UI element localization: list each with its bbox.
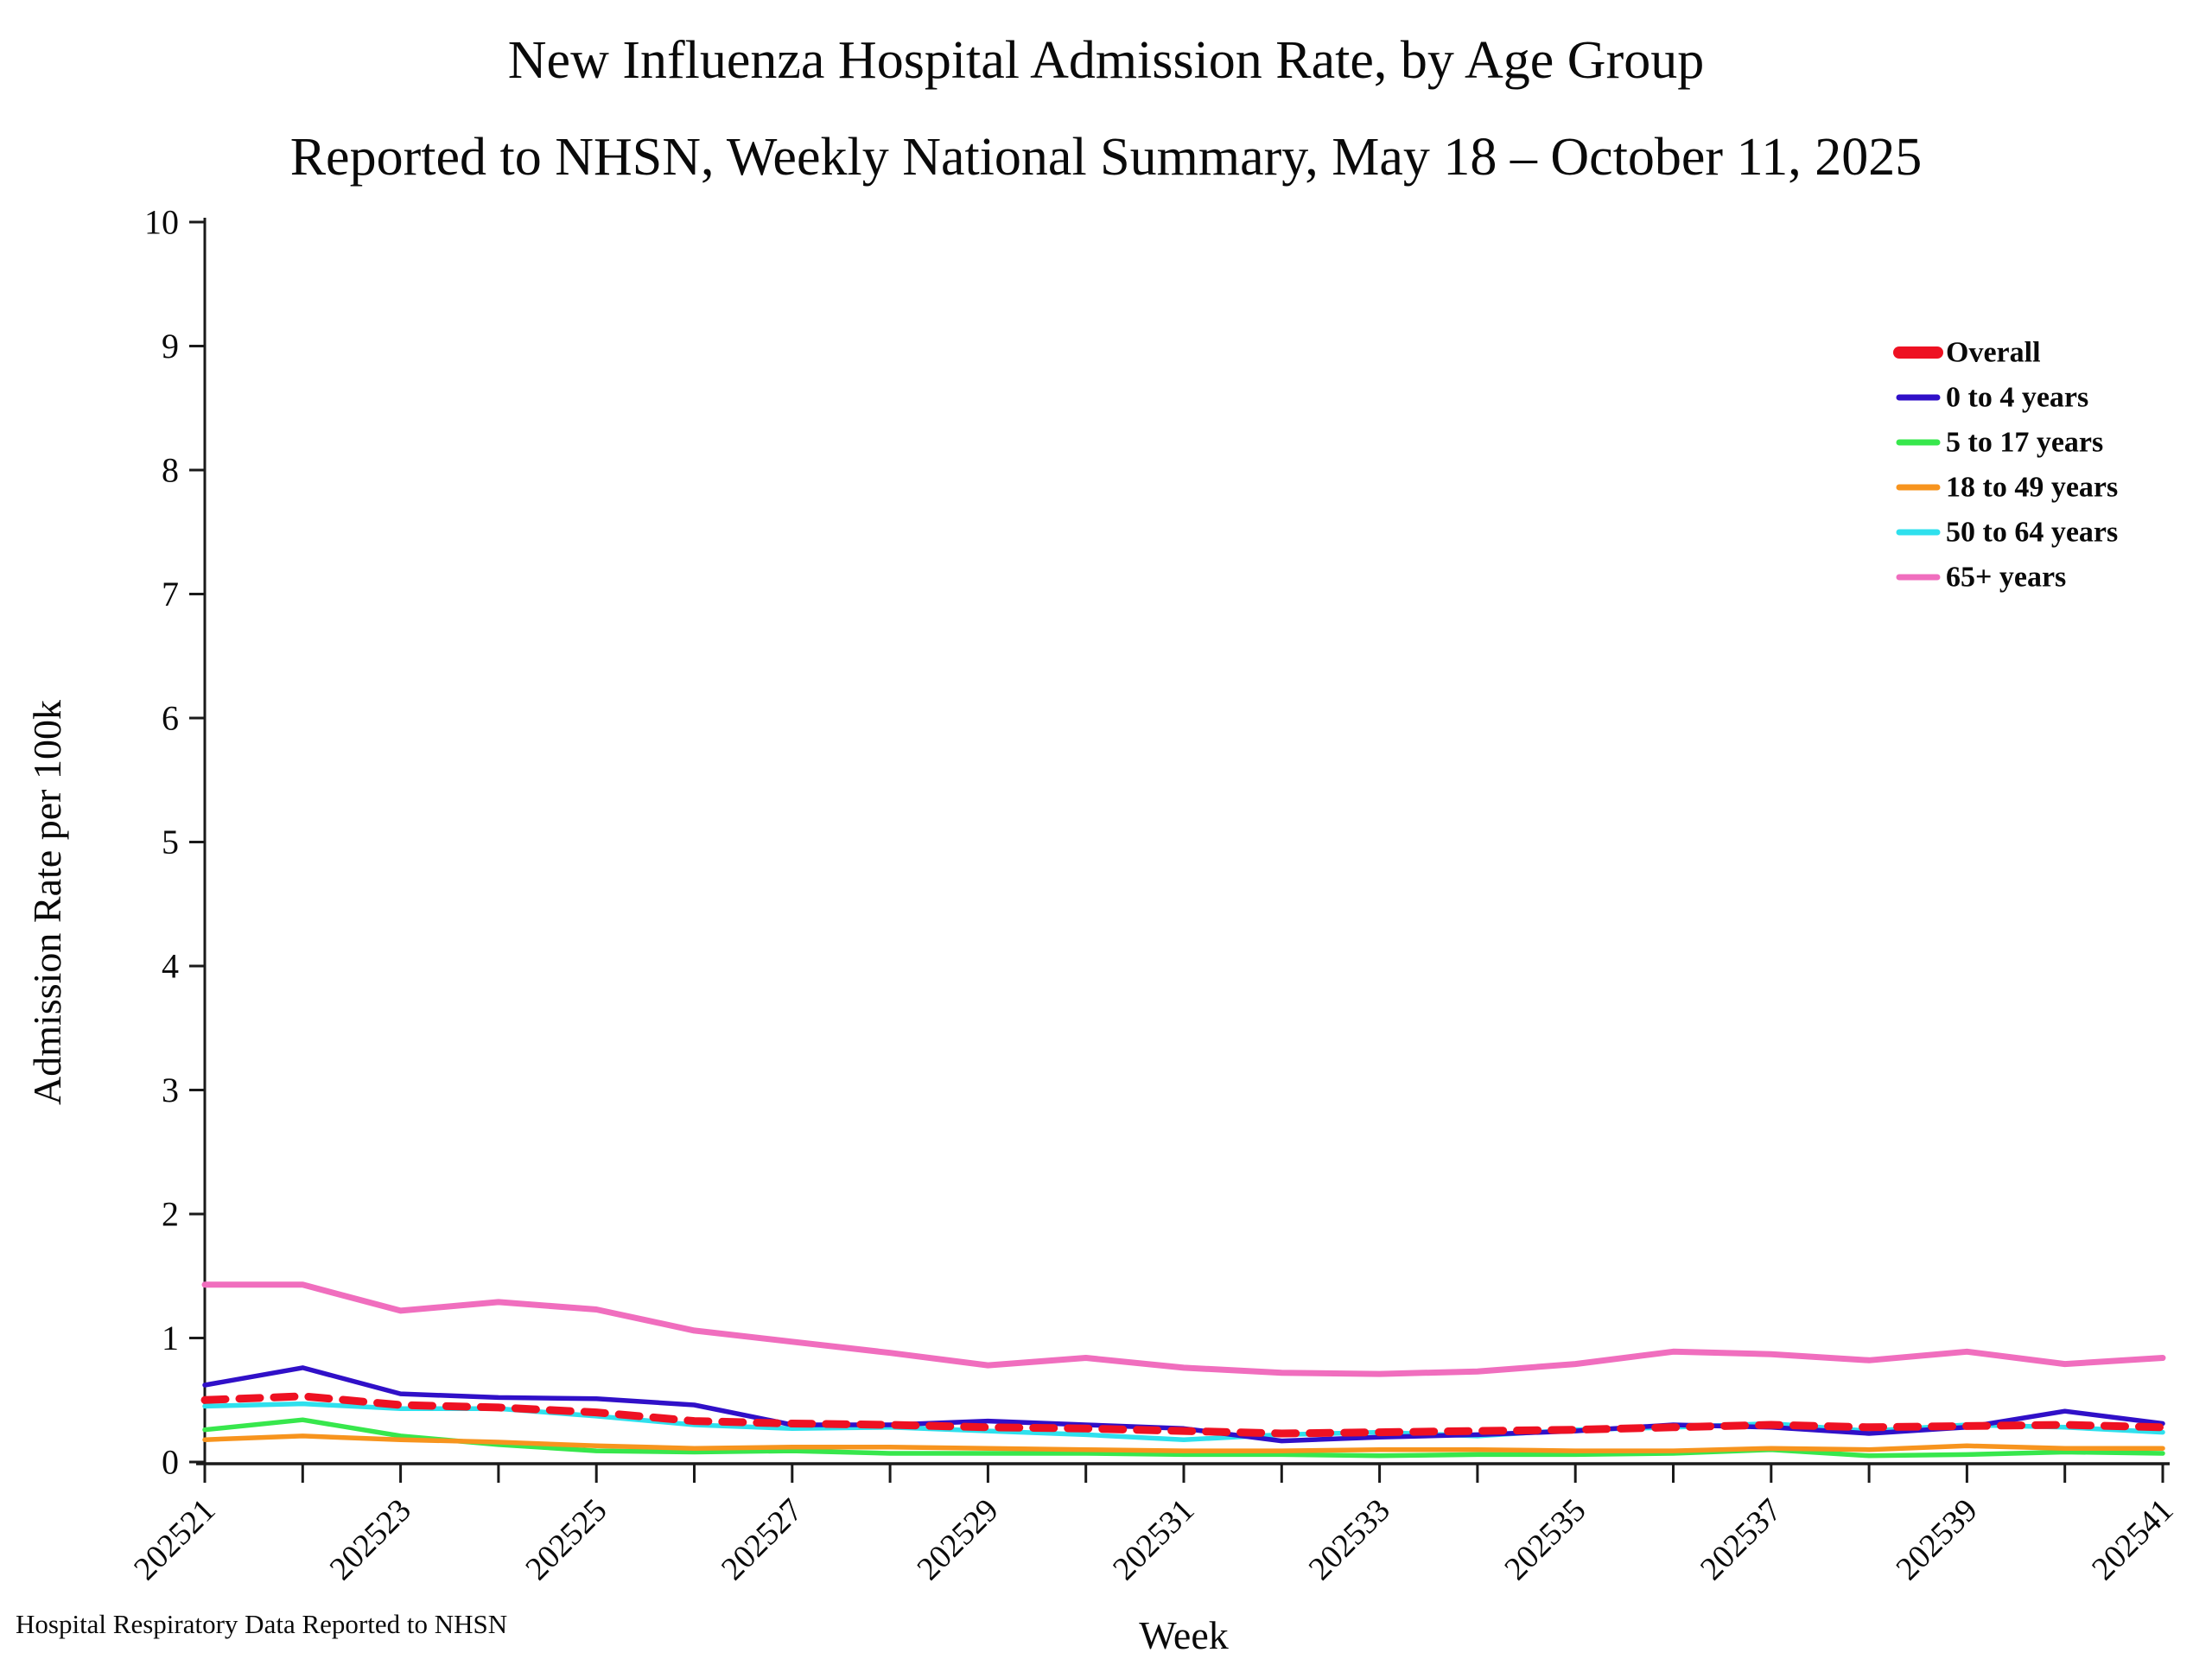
x-tick-label: 202539 bbox=[1889, 1492, 1984, 1587]
x-axis-title: Week bbox=[1139, 1613, 1229, 1657]
y-tick-label: 1 bbox=[162, 1319, 179, 1357]
y-tick-label: 6 bbox=[162, 699, 179, 738]
x-tick-label: 202521 bbox=[127, 1492, 222, 1587]
y-tick-label: 4 bbox=[162, 947, 179, 986]
y-tick-label: 5 bbox=[162, 823, 179, 861]
y-tick-label: 8 bbox=[162, 451, 179, 490]
x-tick-label: 202527 bbox=[715, 1492, 810, 1587]
x-tick-label: 202533 bbox=[1302, 1492, 1397, 1587]
legend-label-65-years: 65+ years bbox=[1946, 562, 2066, 594]
series-line-18-to-49-years bbox=[202, 1433, 2165, 1453]
y-tick-label: 2 bbox=[162, 1195, 179, 1234]
y-axis-title: Admission Rate per 100k bbox=[25, 700, 69, 1105]
legend-label-5-to-17-years: 5 to 17 years bbox=[1946, 427, 2103, 459]
x-tick-label: 202537 bbox=[1694, 1492, 1789, 1587]
legend-label-0-to-4-years: 0 to 4 years bbox=[1946, 382, 2088, 414]
legend-label-50-to-64-years: 50 to 64 years bbox=[1946, 517, 2118, 549]
y-tick-label: 9 bbox=[162, 327, 179, 365]
y-tick-label: 7 bbox=[162, 575, 179, 613]
x-tick-label: 202531 bbox=[1106, 1492, 1201, 1587]
x-tick-label: 202541 bbox=[2085, 1492, 2180, 1587]
x-tick-label: 202525 bbox=[518, 1492, 613, 1587]
series-line-5-to-17-years bbox=[202, 1417, 2165, 1459]
y-tick-label: 10 bbox=[144, 203, 179, 242]
series-line-overall bbox=[200, 1392, 2167, 1438]
legend-label-overall: Overall bbox=[1946, 337, 2041, 369]
y-tick-label: 0 bbox=[162, 1443, 179, 1482]
x-tick-label: 202529 bbox=[910, 1492, 1005, 1587]
chart-subtitle: Reported to NHSN, Weekly National Summar… bbox=[289, 128, 1923, 187]
x-tick-label: 202523 bbox=[323, 1492, 418, 1587]
y-tick-label: 3 bbox=[162, 1071, 179, 1109]
legend-label-18-to-49-years: 18 to 49 years bbox=[1946, 472, 2118, 504]
x-tick-label: 202535 bbox=[1497, 1492, 1592, 1587]
chart-title: New Influenza Hospital Admission Rate, b… bbox=[507, 31, 1705, 90]
footer-source-note: Hospital Respiratory Data Reported to NH… bbox=[16, 1609, 508, 1639]
series-line-65-years bbox=[201, 1281, 2166, 1377]
